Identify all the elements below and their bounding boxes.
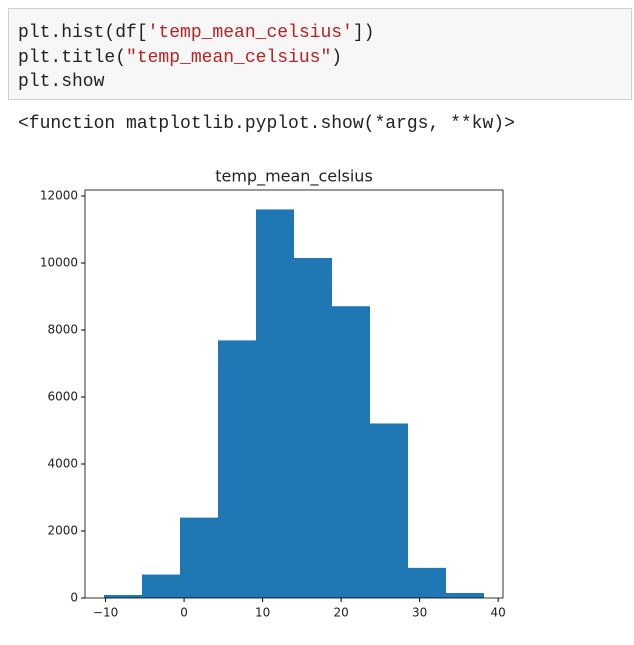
x-tick-label: 10	[255, 606, 270, 620]
code-token: plt.hist(df[	[18, 23, 148, 43]
x-tick-label: 20	[333, 606, 348, 620]
code-token: 'temp_mean_celsius'	[147, 23, 353, 43]
x-tick-label: −10	[93, 606, 118, 620]
code-token: plt.show	[18, 72, 105, 92]
bar	[408, 567, 446, 598]
code-line: plt.hist(df['temp_mean_celsius'])	[18, 21, 631, 46]
bar	[370, 423, 408, 598]
y-tick-label: 10000	[40, 256, 78, 270]
code-cell: plt.hist(df['temp_mean_celsius']) plt.tit…	[8, 8, 632, 100]
bar	[294, 258, 332, 598]
cell-output: <function matplotlib.pyplot.show(*args, …	[18, 114, 515, 134]
y-tick-label: 4000	[47, 457, 78, 471]
bar	[332, 306, 370, 598]
code-line: plt.title("temp_mean_celsius")	[18, 46, 631, 71]
code-line: plt.show	[18, 70, 631, 95]
x-tick-label: 40	[490, 606, 505, 620]
x-tick-label: 30	[412, 606, 427, 620]
y-tick-label: 12000	[40, 189, 78, 203]
y-tick-label: 0	[70, 591, 78, 605]
bar	[180, 517, 218, 598]
bar	[104, 594, 142, 598]
bar	[218, 340, 256, 598]
bar	[256, 209, 294, 598]
code-token: ])	[352, 23, 375, 43]
bar	[446, 592, 484, 598]
code-token: )	[331, 47, 343, 68]
code-token: "temp_mean_celsius"	[126, 47, 332, 68]
code-token: plt.title(	[18, 47, 127, 68]
plot-frame	[84, 189, 504, 599]
chart-title: temp_mean_celsius	[215, 167, 373, 187]
y-tick-label: 8000	[47, 323, 78, 337]
x-tick-label: 0	[180, 606, 188, 620]
y-tick-label: 6000	[47, 390, 78, 404]
y-tick-label: 2000	[47, 524, 78, 538]
bar	[142, 574, 180, 598]
